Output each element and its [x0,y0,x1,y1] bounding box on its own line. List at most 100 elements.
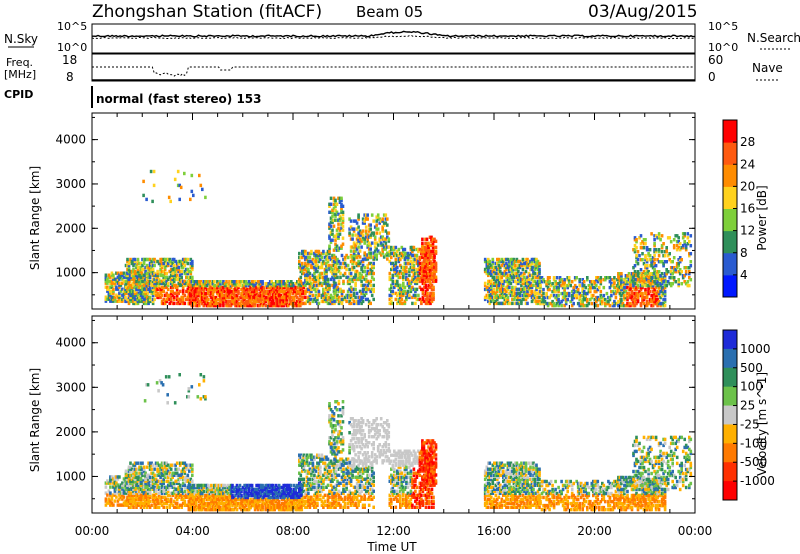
heatmap-cell [214,295,218,300]
heatmap-cell [378,231,381,235]
heatmap-cell [540,297,544,302]
heatmap-cell [163,285,167,290]
heatmap-cell [216,291,219,296]
heatmap-cell [175,301,179,306]
heatmap-cell [425,237,429,241]
heatmap-cell [402,265,405,270]
heatmap-cell [127,499,131,503]
heatmap-cell [138,493,141,497]
heatmap-cell [138,489,141,493]
heatmap-cell [415,261,419,266]
heatmap-cell [160,257,164,262]
heatmap-cell [122,271,126,275]
heatmap-cell [150,261,153,266]
heatmap-cell [141,267,144,272]
heatmap-cell [433,279,436,283]
heatmap-cell [106,493,109,497]
heatmap-cell [183,259,187,264]
heatmap-cell [320,283,324,288]
heatmap-cell [497,277,501,282]
heatmap-cell [635,260,638,264]
heatmap-cell [252,280,255,284]
heatmap-cell [390,283,393,288]
heatmap-cell [641,258,644,262]
heatmap-cell [156,295,159,300]
heatmap-cell [602,297,606,302]
heatmap-cell [530,257,534,262]
heatmap-cell [505,261,508,266]
heatmap-cell [653,295,656,300]
heatmap-cell [629,295,632,300]
heatmap-cell [139,473,143,477]
heatmap-cell [644,242,647,246]
heatmap-cell [150,289,153,294]
heatmap-cell [147,475,150,479]
heatmap-cell [409,287,413,292]
heatmap-cell [393,269,396,274]
heatmap-cell [654,291,658,296]
heatmap-cell [135,281,138,286]
heatmap-cell [595,289,598,294]
heatmap-cell [243,295,246,300]
heatmap-cell [352,277,356,282]
heatmap-cell [633,295,637,300]
heatmap-cell [302,253,306,258]
heatmap-cell [558,283,562,288]
heatmap-cell [213,287,216,292]
heatmap-cell [406,283,410,288]
heatmap-cell [505,297,508,302]
heatmap-cell [509,259,513,264]
heatmap-cell [148,267,152,272]
heatmap-cell [641,295,644,300]
heatmap-cell [358,261,362,266]
heatmap-cell [175,261,179,266]
heatmap-cell [307,259,310,264]
heatmap-cell [328,265,331,270]
heatmap-cell [196,299,200,304]
heatmap-cell [176,169,180,174]
heatmap-cell [639,280,643,284]
heatmap-cell [635,301,638,306]
heatmap-cell [139,291,143,296]
heatmap-cell [136,283,139,287]
heatmap-cell [354,243,357,247]
heatmap-cell [348,217,351,221]
heatmap-cell [560,278,563,282]
heatmap-cell [357,253,360,257]
heatmap-cell [355,255,359,260]
heatmap-cell [342,297,345,302]
heatmap-cell [360,273,363,278]
heatmap-cell [118,493,121,497]
heatmap-cell [539,285,542,290]
heatmap-cell [657,250,661,254]
heatmap-cell [285,283,289,288]
heatmap-cell [147,501,150,505]
heatmap-cell [524,287,528,292]
heatmap-cell [219,282,222,286]
heatmap-cell [189,277,193,282]
heatmap-cell [157,463,161,467]
heatmap-cell [177,301,180,306]
heatmap-cell [142,487,146,491]
heatmap-cell [139,475,143,479]
heatmap-cell [427,273,431,278]
heatmap-cell [357,299,360,304]
heatmap-cell [244,303,248,308]
heatmap-cell [357,231,360,235]
heatmap-cell [132,491,135,495]
heatmap-cell [497,275,501,280]
heatmap-cell [144,257,147,262]
heatmap-cell [373,237,377,241]
heatmap-cell [335,210,339,214]
heatmap-cell [163,501,167,505]
heatmap-cell [334,214,337,218]
heatmap-cell [162,461,165,465]
heatmap-cell [293,299,296,304]
heatmap-cell [271,283,275,288]
heatmap-cell [400,253,404,258]
heatmap-cell [527,281,531,286]
heatmap-cell [491,295,495,300]
heatmap-cell [671,282,674,286]
heatmap-cell [208,293,212,298]
heatmap-cell [130,467,134,471]
